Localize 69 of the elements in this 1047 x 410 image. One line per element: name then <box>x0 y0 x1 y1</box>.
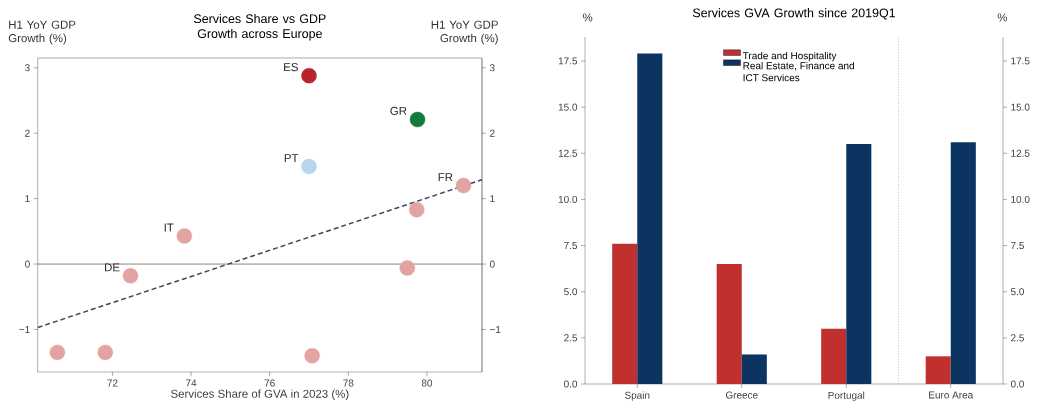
x-tick-label: Portugal <box>828 391 865 401</box>
y2-tick-label: 1 <box>490 195 495 203</box>
annotation: DE <box>104 263 120 272</box>
point <box>409 111 426 128</box>
bar <box>925 356 951 384</box>
y2-tick-label: 5.0 <box>1010 288 1024 296</box>
y-tick-label: 15.0 <box>558 103 578 111</box>
y2-tick-label: 12.5 <box>1011 149 1030 157</box>
annotation: IT <box>164 223 174 232</box>
y-tick-label: 10.0 <box>558 195 578 203</box>
y-tick-label: 2.5 <box>564 334 578 342</box>
bar <box>612 243 638 384</box>
y2-tick-label: 2 <box>490 129 495 137</box>
bar <box>846 144 872 384</box>
y-tick-label: 0.0 <box>564 380 578 388</box>
chart-title: Services GVA Growth since 2019Q1 <box>692 8 895 20</box>
y2-tick-label: 15.0 <box>1011 103 1030 111</box>
y-tick-label: 17.5 <box>558 57 578 65</box>
annotation: ES <box>284 63 298 72</box>
bar <box>637 53 663 384</box>
annotation: PT <box>284 154 299 163</box>
x-axis-title: Services Share of GVA in 2023 (%) <box>171 389 349 401</box>
point <box>122 268 139 284</box>
y2-tick-label: 0.0 <box>1010 380 1024 388</box>
annotation: GR <box>390 106 407 115</box>
y-axis-title: % <box>582 13 593 22</box>
y-tick-label: 2 <box>25 129 30 137</box>
y2-axis-title: % <box>997 13 1008 22</box>
x-tick-label: 78 <box>343 379 354 387</box>
point <box>301 158 317 175</box>
y2-tick-label: 7.5 <box>1011 242 1024 250</box>
y-tick-label: 0 <box>25 260 30 268</box>
y2-tick-label: 0 <box>489 260 495 268</box>
point <box>455 177 472 194</box>
y-tick-label: 12.5 <box>558 149 578 157</box>
point <box>49 344 66 361</box>
legend-label: Real Estate, Finance and ICT Services <box>743 61 854 82</box>
y-tick-label: 1 <box>25 195 30 203</box>
x-tick-label: Spain <box>624 391 650 401</box>
bar <box>950 142 976 384</box>
point <box>176 228 193 244</box>
point <box>301 67 317 84</box>
y2-axis-title: H1 YoY GDP Growth (%) <box>431 20 498 45</box>
y-axis-title: H1 YoY GDP Growth (%) <box>8 20 76 45</box>
x-tick-label: Greece <box>725 391 758 399</box>
x-tick-label: 74 <box>186 379 197 387</box>
y2-tick-label: 3 <box>489 64 495 72</box>
y-tick-label: −1 <box>19 326 30 333</box>
x-tick-label: Euro Area <box>929 391 974 399</box>
bar <box>821 328 847 384</box>
chart-title: Services Share vs GDP Growth across Europe <box>193 13 326 41</box>
annotation: FR <box>438 173 453 182</box>
y2-tick-label: 2.5 <box>1011 334 1024 342</box>
y-tick-label: 7.5 <box>564 242 578 250</box>
point <box>304 347 320 364</box>
y2-tick-label: 10.0 <box>1011 195 1030 203</box>
point <box>409 202 425 218</box>
x-tick-label: 80 <box>421 379 433 387</box>
legend-label: Trade and Hospitality <box>742 51 837 62</box>
y2-tick-label: −1 <box>490 326 501 333</box>
x-tick-label: 72 <box>107 379 118 387</box>
bar <box>741 354 767 384</box>
bar <box>716 264 742 384</box>
point <box>399 260 415 276</box>
y-tick-label: 3 <box>25 64 30 72</box>
point <box>97 344 114 361</box>
x-tick-label: 76 <box>264 379 275 387</box>
y2-tick-label: 17.5 <box>1011 57 1030 65</box>
y-tick-label: 5.0 <box>564 288 578 296</box>
